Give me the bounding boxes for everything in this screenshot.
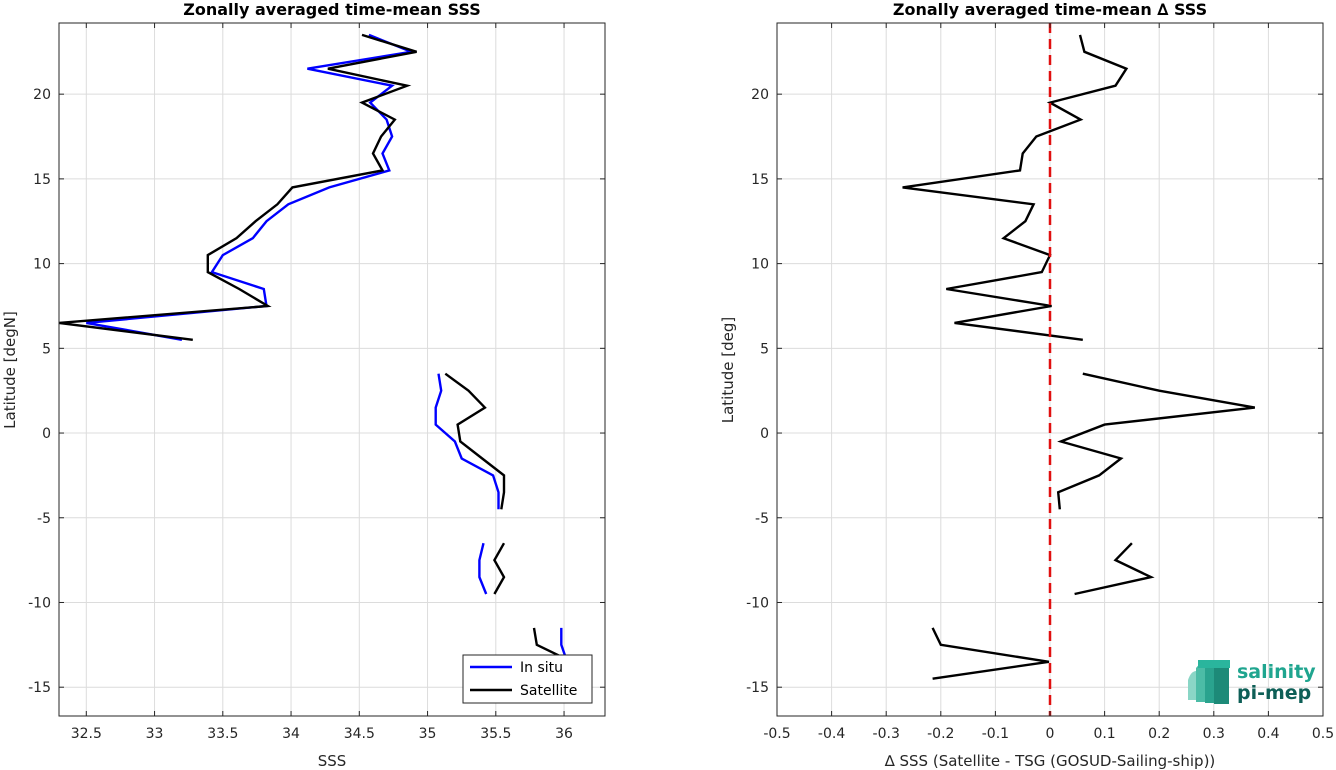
sss-plot-frame [58,22,606,717]
sss-y-tick-label: 5 [42,341,51,357]
delta-y-tick-label: 10 [751,257,769,273]
legend: In situ Satellite [462,654,593,704]
sss-x-tick-label: 35.5 [480,726,511,742]
delta-y-axis-label: Latitude [deg] [719,317,737,423]
sss-series-line-satellite [532,627,562,658]
salinity-pi-mep-logo: salinity pi-mep [1188,660,1316,704]
delta-x-tick-label: 0.4 [1257,726,1279,742]
sss-grid [59,23,605,716]
sss-series-line-satellite [58,33,417,341]
delta-series-line-delta [902,34,1129,341]
delta-y-tick-label: 0 [760,426,769,442]
sss-series-line-in-situ [560,627,567,658]
delta-x-tick-label: 0.1 [1093,726,1115,742]
delta-y-tick-label: -15 [746,680,769,696]
sss-y-tick-label: 20 [33,87,51,103]
legend-insitu-label: In situ [520,660,563,676]
sss-y-tick-label: -10 [28,595,51,611]
sss-y-axis-label: Latitude [degN] [1,311,19,429]
delta-chart-title: Zonally averaged time-mean ∆ SSS [893,0,1207,19]
delta-x-tick-label: -0.5 [763,726,790,742]
legend-satellite-label: Satellite [520,683,577,699]
sss-x-tick-label: 33 [146,726,164,742]
sss-series-line-satellite [444,372,506,510]
sss-series-line-in-situ [478,542,488,595]
logo-text-pi-mep: pi-mep [1237,682,1311,704]
delta-x-tick-label: -0.3 [873,726,900,742]
delta-sss-panel: -0.5 -0.4 -0.3 -0.2 -0.1 0 0.1 0.2 0.3 0.4 0.5 -15 -… [719,0,1334,770]
delta-x-tick-label: -0.4 [818,726,845,742]
delta-x-axis-label: ∆ SSS (Satellite - TSG (GOSUD-Sailing-sh… [884,752,1216,770]
delta-series [902,23,1256,716]
delta-y-tick-label: -5 [755,511,769,527]
sss-panel: 32.5 33 33.5 34 34.5 35 35.5 36 -15 -10 -5 0 5 10 15 20… [1,0,606,770]
legend-box [462,654,593,704]
delta-series-line-delta [1074,542,1155,596]
sss-y-tick-label: -5 [37,511,51,527]
delta-x-tick-label: 0.2 [1148,726,1170,742]
delta-series-line-delta [931,627,1050,680]
sss-x-tick-label: 35 [419,726,437,742]
sss-y-tick-label: 0 [42,426,51,442]
sss-chart-title: Zonally averaged time-mean SSS [183,0,481,19]
delta-series-line-delta [1056,372,1256,510]
sss-ticks: 32.5 33 33.5 34 34.5 35 35.5 36 -15 -10 -5 0 5 10 15 20 [28,23,605,742]
sss-series [58,33,567,658]
delta-x-tick-label: 0.5 [1312,726,1334,742]
sss-x-tick-label: 34 [282,726,300,742]
sss-x-tick-label: 34.5 [344,726,375,742]
sss-y-tick-label: -15 [28,680,51,696]
delta-y-tick-label: 15 [751,172,769,188]
sss-series-line-in-situ [86,33,416,341]
delta-y-tick-label: 5 [760,341,769,357]
logo-text-salinity: salinity [1237,661,1316,683]
sss-y-tick-label: 10 [33,257,51,273]
delta-ticks: -0.5 -0.4 -0.3 -0.2 -0.1 0 0.1 0.2 0.3 0.4 0.5 -15 -… [746,23,1334,742]
delta-y-tick-label: 20 [751,87,769,103]
delta-x-tick-label: -0.2 [927,726,954,742]
delta-x-tick-label: 0.3 [1203,726,1225,742]
delta-x-tick-label: -0.1 [982,726,1009,742]
sss-series-line-in-situ [434,373,500,510]
delta-x-tick-label: 0 [1046,726,1055,742]
sss-x-tick-label: 33.5 [207,726,238,742]
sss-y-tick-label: 15 [33,172,51,188]
sss-x-tick-label: 36 [555,726,573,742]
sss-x-axis-label: SSS [318,752,347,770]
logo-wave-icon [1188,660,1230,704]
sss-series-line-satellite [493,542,506,595]
delta-y-tick-label: -10 [746,595,769,611]
sss-x-tick-label: 32.5 [71,726,102,742]
